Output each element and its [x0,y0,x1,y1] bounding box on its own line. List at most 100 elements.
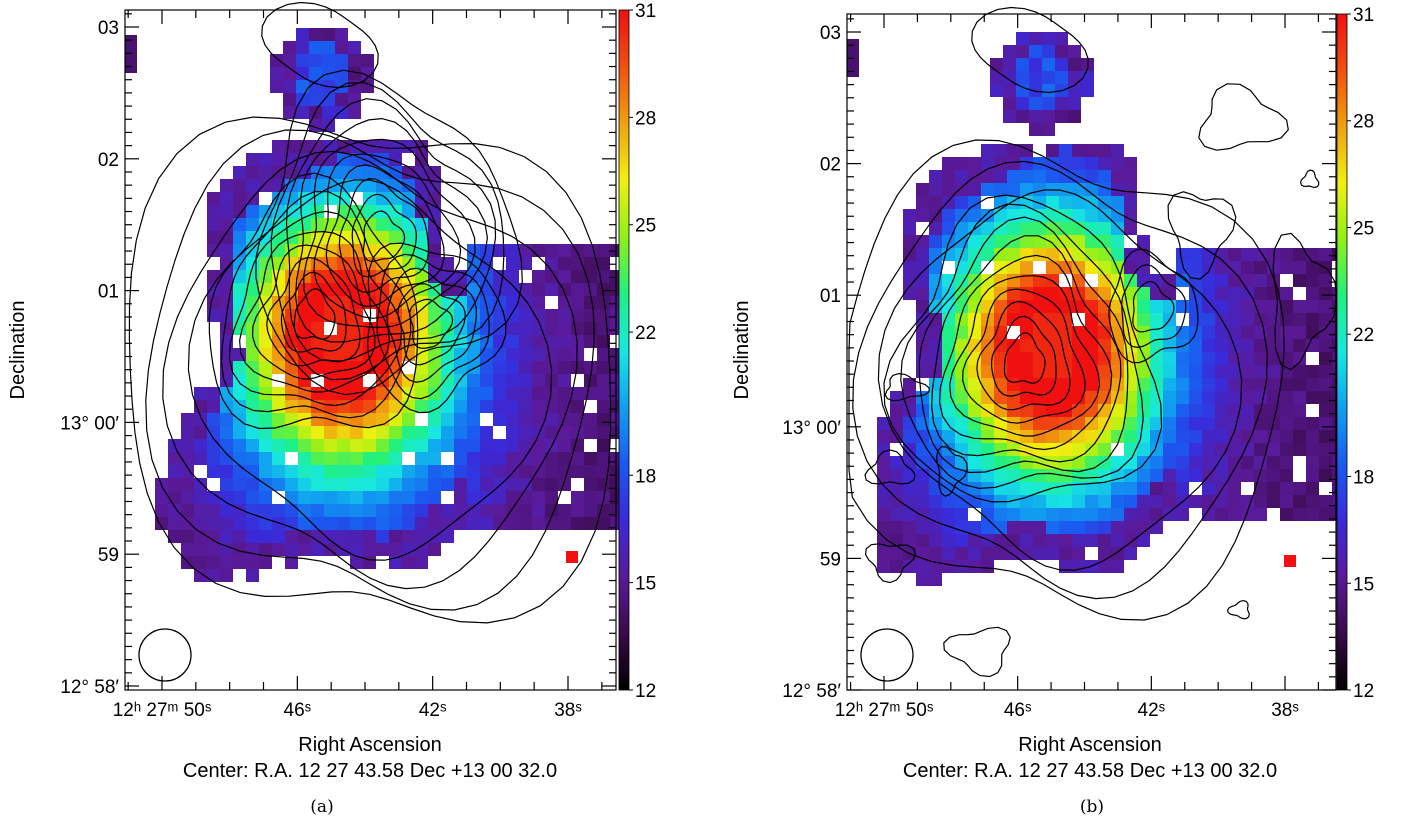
contour-level [208,172,419,430]
map-pixel [322,41,335,54]
map-pixel [207,530,220,543]
map-pixel [337,478,350,491]
map-pixel [916,248,929,261]
map-pixel [506,296,519,309]
map-pixel [1059,326,1072,339]
map-pixel [558,413,571,426]
map-pixel [942,196,955,209]
map-pixel [220,530,233,543]
contour-level [285,98,497,363]
map-pixel [929,430,942,443]
map-pixel [1007,313,1020,326]
map-pixel [168,478,181,491]
map-pixel [1033,391,1046,404]
map-pixel [1137,443,1150,456]
map-pixel [1007,482,1020,495]
map-pixel [309,54,322,67]
map-pixel [903,378,916,391]
map-pixel [994,209,1007,222]
map-pixel [272,465,285,478]
map-pixel [1228,378,1241,391]
map-pixel [259,387,272,400]
map-pixel [981,417,994,430]
map-pixel [916,508,929,521]
map-pixel [233,543,246,556]
map-pixel [233,530,246,543]
map-pixel [1319,339,1332,352]
map-pixel [506,517,519,530]
beam-circle [860,628,914,682]
map-pixel [1042,71,1055,84]
map-pixel [480,361,493,374]
map-pixel [1280,404,1293,417]
map-pixel [428,374,441,387]
map-pixel [324,478,337,491]
map-pixel [955,417,968,430]
map-pixel [1124,534,1137,547]
map-pixel [1163,469,1176,482]
map-pixel [1280,417,1293,430]
map-pixel [1111,378,1124,391]
map-pixel [1111,391,1124,404]
dec-tick-label: 12° 58′ [60,677,119,698]
map-pixel [311,348,324,361]
map-pixel [1280,495,1293,508]
map-pixel [259,270,272,283]
map-pixel [428,322,441,335]
map-pixel [376,478,389,491]
map-pixel [233,166,246,179]
map-pixel [454,387,467,400]
map-pixel [467,478,480,491]
map-pixel [597,283,610,296]
map-pixel [467,439,480,452]
map-pixel [1085,495,1098,508]
map-pixel [890,417,903,430]
map-pixel [285,465,298,478]
dec-tick-label: 03 [820,23,841,44]
map-pixel [415,543,428,556]
map-pixel [1033,170,1046,183]
map-pixel [1007,339,1020,352]
map-pixel [955,547,968,560]
map-pixel [916,495,929,508]
map-pixel [1267,482,1280,495]
map-pixel [1150,352,1163,365]
map-pixel [246,361,259,374]
map-pixel [1228,391,1241,404]
map-pixel [597,348,610,361]
map-pixel [441,530,454,543]
map-pixel [1267,365,1280,378]
map-pixel [1189,417,1202,430]
map-pixel [389,465,402,478]
map-pixel [298,543,311,556]
map-pixel [1280,391,1293,404]
map-pixel [903,508,916,521]
map-pixel [311,439,324,452]
map-pixel [1072,495,1085,508]
map-pixel [1029,123,1042,136]
map-pixel [1124,495,1137,508]
map-pixel [1072,508,1085,521]
map-pixel [415,179,428,192]
map-pixel [1072,469,1085,482]
map-pixel [1280,287,1293,300]
map-pixel [1124,326,1137,339]
map-pixel [194,478,207,491]
map-pixel [981,508,994,521]
map-pixel [454,322,467,335]
map-pixel [181,517,194,530]
map-pixel [1241,300,1254,313]
map-pixel [1228,469,1241,482]
map-pixel [1306,326,1319,339]
contour-level [852,160,1268,600]
map-pixel [1254,495,1267,508]
map-pixel [220,439,233,452]
map-pixel [942,170,955,183]
map-pixel [246,530,259,543]
map-pixel [968,157,981,170]
map-pixel [1098,534,1111,547]
map-pixel [584,452,597,465]
map-pixel [532,517,545,530]
map-pixel [233,478,246,491]
map-pixel [1228,443,1241,456]
